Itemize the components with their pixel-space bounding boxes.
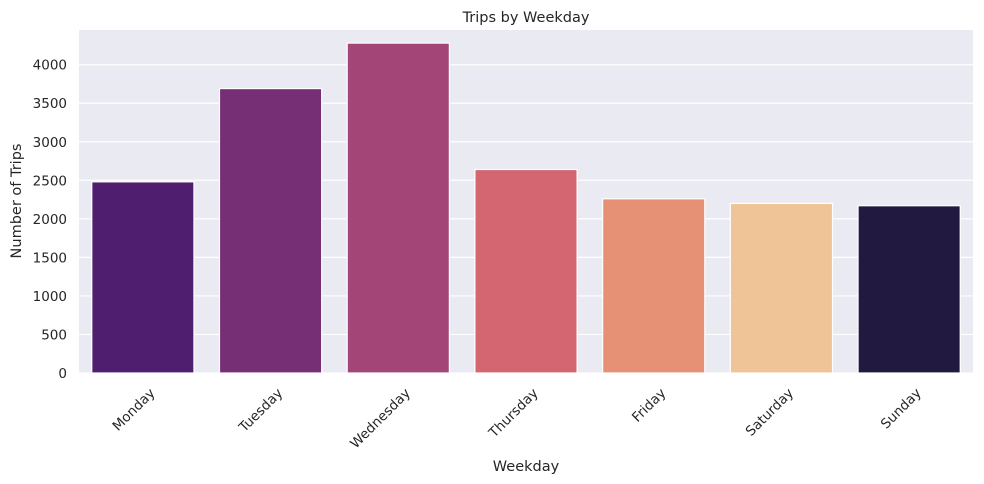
y-tick-label: 0 bbox=[58, 366, 67, 382]
y-tick-label: 3000 bbox=[33, 135, 67, 151]
y-tick-label: 2500 bbox=[33, 173, 67, 189]
x-axis-label: Weekday bbox=[493, 459, 560, 475]
bar-saturday bbox=[729, 202, 834, 374]
x-tick-label-sunday: Sunday bbox=[878, 385, 925, 432]
bar-tuesday bbox=[218, 87, 323, 374]
bar-sunday bbox=[857, 205, 961, 374]
bars bbox=[91, 42, 961, 374]
y-tick-label: 1000 bbox=[33, 289, 67, 305]
y-tick-labels: 0 500 1000 1500 2000 2500 3000 3500 4000 bbox=[33, 58, 67, 382]
y-axis-label: Number of Trips bbox=[9, 144, 25, 259]
x-tick-label-tuesday: Tuesday bbox=[235, 385, 286, 436]
y-tick-label: 3500 bbox=[33, 96, 67, 112]
y-tick-label: 4000 bbox=[33, 58, 67, 74]
bar-wednesday bbox=[346, 42, 450, 374]
y-tick-label: 1500 bbox=[33, 250, 67, 266]
x-tick-label-monday: Monday bbox=[109, 385, 158, 434]
chart-title: Trips by Weekday bbox=[462, 10, 590, 26]
x-tick-label-friday: Friday bbox=[629, 385, 669, 425]
bar-friday bbox=[602, 198, 706, 374]
bar-monday bbox=[91, 181, 195, 374]
x-tick-label-thursday: Thursday bbox=[485, 385, 541, 441]
y-tick-label: 500 bbox=[41, 327, 67, 343]
x-tick-labels: Monday Tuesday Wednesday Thursday Friday Satu… bbox=[109, 385, 924, 452]
x-tick-label-wednesday: Wednesday bbox=[347, 385, 414, 452]
bar-thursday bbox=[474, 168, 578, 374]
y-tick-label: 2000 bbox=[33, 212, 67, 228]
x-tick-label-saturday: Saturday bbox=[743, 385, 797, 439]
